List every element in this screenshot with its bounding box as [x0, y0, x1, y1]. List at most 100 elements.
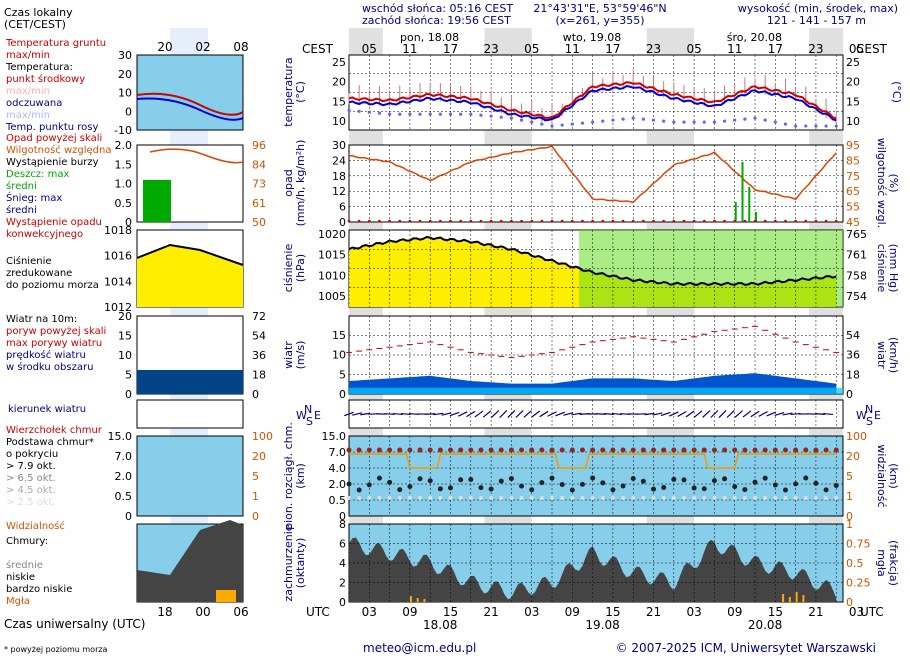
cloud-base-dot: [468, 476, 474, 482]
bottom-hour-label: 09: [727, 605, 742, 619]
cloud-top-dot: [458, 447, 464, 453]
dew-point-dot: [804, 124, 808, 128]
wind-arrow: [652, 412, 663, 416]
dew-point-dot: [773, 120, 777, 124]
cloud-base-dot: [559, 482, 565, 488]
dew-point-dot: [530, 120, 534, 124]
cover-right-label-line: mgła: [875, 549, 888, 577]
legend-cover-text: niskie: [6, 572, 35, 583]
cloud-low-dot: [824, 496, 829, 500]
dew-point-dot: [641, 117, 645, 121]
tick-left: 7.0: [329, 446, 347, 459]
tick-left: 15.0: [322, 430, 347, 443]
tick-right: 5: [846, 470, 853, 483]
tick-right: 20: [846, 450, 860, 463]
bottom-hour-label: 15: [443, 605, 458, 619]
wind-axis-label-line: (m/s): [294, 341, 307, 370]
cover-right-label-line: (frakcja): [887, 540, 900, 586]
cloud-top-dot: [569, 447, 575, 453]
cloud-base-dot: [407, 483, 413, 489]
clouds-axis-label-line: pion. rozciągł. chm.: [282, 422, 295, 530]
cloud-low-dot: [793, 496, 798, 500]
coords-text: 21°43'31"E, 53°59'46"N: [533, 2, 666, 15]
wind-arrow: [726, 410, 735, 418]
legend-top-hour: 02: [195, 40, 210, 54]
temperature-axis-label-line: (°C): [294, 81, 307, 103]
top-hour-label: 17: [605, 42, 620, 56]
tick-left: 0: [125, 105, 132, 118]
precip-dot: [834, 219, 838, 223]
legend-wind-text: poryw powyżej skali: [6, 326, 106, 337]
dew-point-dot: [580, 121, 585, 125]
cloud-base-dot: [539, 480, 545, 486]
wind-arrow: [571, 412, 582, 416]
dew-point-dot: [651, 118, 656, 122]
dew-point-dot: [631, 116, 635, 120]
cloud-top-dot: [671, 447, 677, 453]
tick-right: 55: [846, 201, 860, 214]
legend-cloud-base-text: o pokryciu: [6, 449, 58, 460]
bottom-hour-label: 03: [686, 605, 701, 619]
wind-arrow: [482, 410, 492, 418]
cloud-top-dot: [397, 447, 403, 453]
cloud-low-dot: [570, 496, 575, 500]
dew-point-dot: [499, 115, 503, 119]
wind-arrow: [441, 412, 452, 416]
cloud-base-panel: [348, 435, 844, 517]
tick-left: 6: [339, 201, 346, 214]
top-hour-label: 23: [646, 42, 661, 56]
cloud-low-dot: [489, 496, 494, 500]
precip-dot: [682, 219, 686, 223]
feels-like-line: [348, 85, 837, 122]
dew-point-dot: [672, 120, 676, 124]
cloud-base-dot: [346, 481, 352, 487]
cloud-base-dot: [417, 476, 423, 482]
tick-right: 0: [846, 388, 853, 401]
legend-precip-text: Śnieg: max: [6, 191, 62, 204]
compass-w: W: [856, 409, 867, 422]
bottom-hour-label: 21: [808, 605, 823, 619]
legend-wind-text: w środku obszaru: [6, 361, 93, 373]
wind-arrow: [449, 411, 460, 417]
cloud-low-dot: [753, 496, 758, 500]
cloud-base-dot: [671, 476, 677, 482]
cloud-top-dot: [407, 447, 413, 453]
bottom-day-label: 18.08: [423, 618, 457, 632]
tick-right: 45: [846, 216, 860, 229]
legend-temp-text: Temperatura gruntu: [5, 38, 106, 49]
legend-wind-text: Wiatr na 10m:: [6, 314, 77, 325]
precip-dot: [794, 219, 797, 223]
cloud-base-dot: [590, 475, 596, 481]
dew-point-dot: [814, 124, 818, 128]
cloud-low-dot: [478, 496, 483, 500]
tick-left: 10: [118, 349, 132, 362]
cloud-top-dot: [559, 447, 565, 453]
cloud-top-dot: [387, 447, 393, 453]
rain-bar: [748, 187, 751, 222]
copyright-text: © 2007-2025 ICM, Uniwersytet Warszawski: [616, 641, 876, 655]
pressure-axis-label: ciśnienie (hPa): [282, 244, 307, 293]
precip-dot: [388, 219, 391, 223]
precip-right-label-line: (%): [887, 173, 900, 192]
precip-dot: [357, 219, 361, 223]
cloud-base-dot: [600, 480, 606, 486]
precip-dot: [672, 219, 676, 223]
bottom-day-label: 20.08: [748, 618, 782, 632]
wind-arrow: [677, 410, 687, 418]
cloud-top-dot: [519, 447, 525, 453]
precip-dot: [611, 219, 615, 223]
cloud-low-dot: [550, 496, 555, 500]
wind-arrow: [814, 413, 826, 415]
cloud-base-dot: [356, 487, 362, 493]
cloud-low-dot: [347, 496, 351, 500]
cloud-low-dot: [600, 496, 605, 500]
legend-precip-text: Deszcz: max: [6, 169, 69, 180]
cloud-top-dot: [468, 447, 474, 453]
tick-right: 84: [252, 158, 266, 171]
tick-left: 25: [332, 56, 346, 69]
temperature-unit-right: (°C): [890, 81, 903, 103]
wind-arrow: [563, 412, 574, 416]
pressure-right-label-line: (mm Hg): [887, 244, 900, 293]
tick-right: 754: [846, 290, 867, 303]
